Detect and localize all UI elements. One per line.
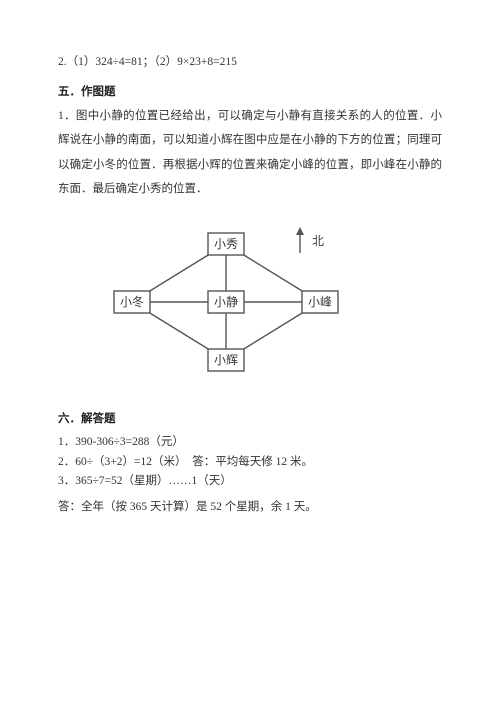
position-diagram: 小秀小冬 小静 小峰小辉 北 [86, 211, 376, 386]
answer-1: 1．390-306÷3=288（元） [58, 433, 442, 453]
north-arrow-head [296, 227, 304, 235]
item-2: 2.（1）324÷4=81；（2）9×23+8=215 [58, 50, 442, 74]
diagram-container: 小秀小冬 小静 小峰小辉 北 [86, 211, 442, 395]
answer-3: 3．365÷7=52（星期）……1（天） [58, 472, 442, 492]
diagram-edge [150, 255, 208, 291]
section-6-heading: 六．解答题 [58, 407, 442, 431]
diagram-node-label-feng: 小峰 [308, 295, 332, 309]
diagram-node-label-dong: 小冬 [120, 294, 144, 309]
diagram-edge [244, 255, 302, 291]
diagram-node-label-jing: 小静 [214, 295, 238, 309]
section-5-q1: 1．图中小静的位置已经给出，可以确定与小静有直接关系的人的位置．小辉说在小静的南… [58, 104, 442, 201]
section-6-answers: 1．390-306÷3=288（元） 2．60÷（3+2）=12（米） 答：平均… [58, 433, 442, 517]
diagram-edge [150, 313, 208, 349]
section-5-heading: 五．作图题 [58, 80, 442, 104]
answer-2: 2．60÷（3+2）=12（米） 答：平均每天修 12 米。 [58, 453, 442, 473]
north-label: 北 [312, 234, 324, 248]
diagram-node-label-hui: 小辉 [214, 353, 238, 367]
diagram-edge [244, 313, 302, 349]
diagram-node-label-xiu: 小秀 [214, 237, 238, 251]
answer-3-statement: 答：全年（按 365 天计算）是 52 个星期，余 1 天。 [58, 498, 442, 518]
page: 2.（1）324÷4=81；（2）9×23+8=215 五．作图题 1．图中小静… [0, 0, 500, 557]
